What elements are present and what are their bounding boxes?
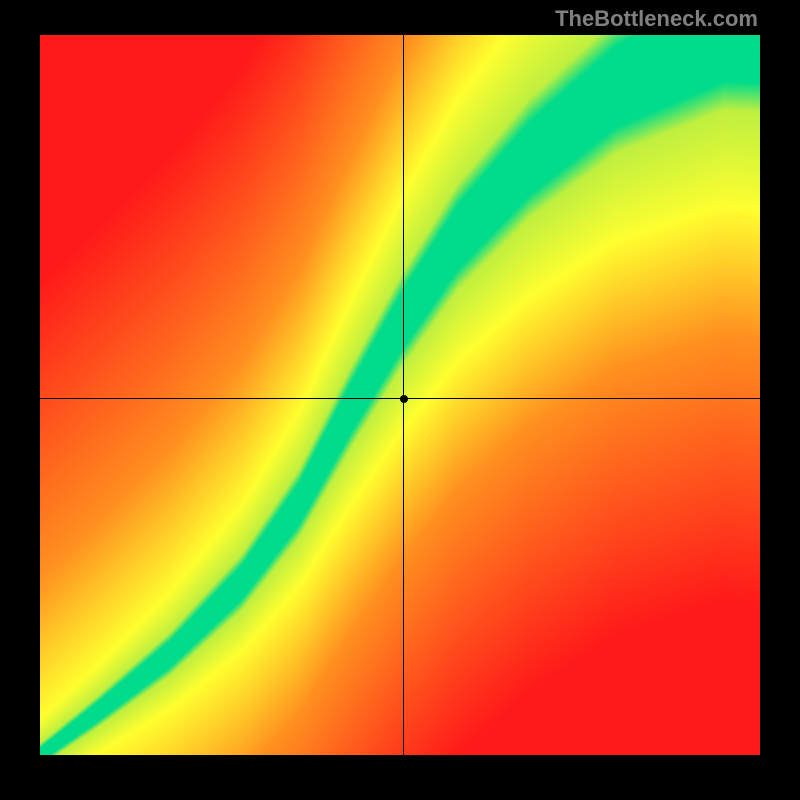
crosshair-marker — [400, 395, 408, 403]
chart-container: TheBottleneck.com — [0, 0, 800, 800]
watermark-text: TheBottleneck.com — [555, 6, 758, 32]
plot-area — [40, 35, 760, 755]
